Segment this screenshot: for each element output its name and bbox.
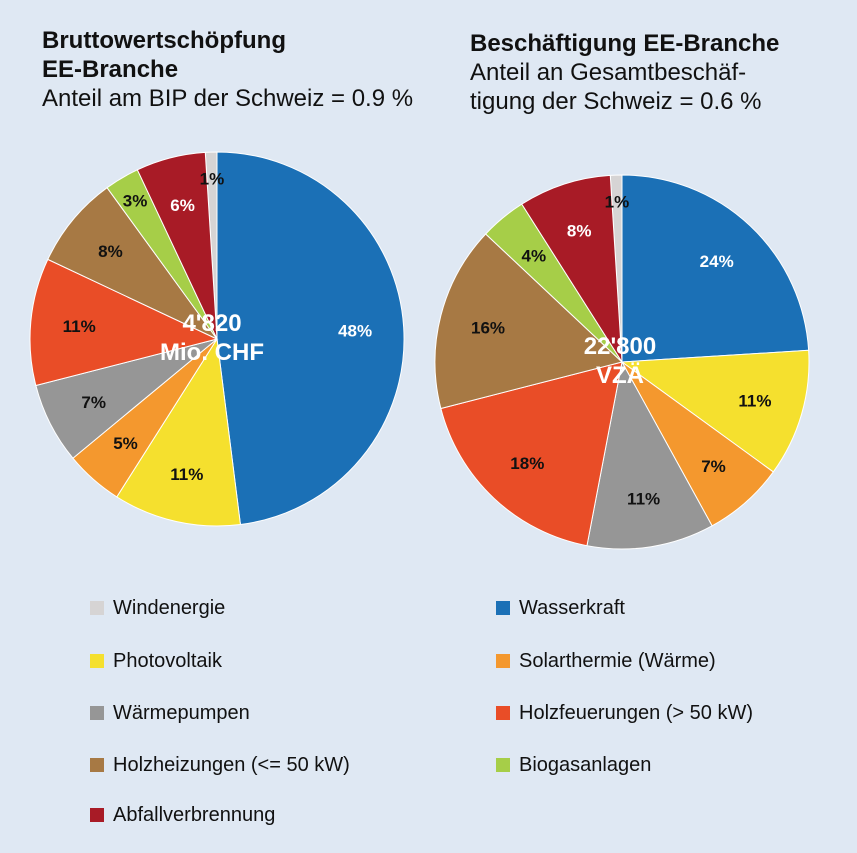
pie-data-label: 7% (81, 393, 106, 412)
pie-slice-holzfeuerungen-50-kw (440, 361, 623, 547)
pie-data-label: 1% (200, 169, 225, 188)
pie-data-label: 18% (510, 454, 544, 473)
pie-data-label: 6% (170, 196, 195, 215)
pie-slice-wasserkraft (621, 174, 810, 363)
title-left-line-1: Bruttowertschöpfung (42, 27, 286, 54)
pie-slice-abfallverbrennung (521, 174, 623, 363)
pie-slice-photovoltaik (116, 337, 241, 527)
chart-title-right: Beschäftigung EE-Branche Anteil an Gesam… (470, 29, 850, 116)
title-right-line-1: Beschäftigung EE-Branche (470, 30, 780, 57)
pie-data-label: 7% (701, 457, 726, 476)
subtitle-right-line-1: Anteil an Gesamtbeschäf- (470, 59, 747, 86)
pie-data-label: 8% (567, 221, 592, 240)
pie-data-label: 11% (63, 317, 96, 336)
subtitle-left: Anteil am BIP der Schweiz = 0.9 % (42, 85, 414, 112)
subtitle-right-line-2: tigung der Schweiz = 0.6 % (470, 88, 762, 115)
pie-data-label: 11% (627, 490, 660, 509)
pie-data-label: 11% (738, 392, 771, 411)
pie-data-label: 8% (98, 242, 123, 261)
pie-center-label: VZÄ (596, 362, 644, 389)
pie-center-label: 4'820 (182, 310, 241, 337)
pie-slice-photovoltaik (620, 349, 810, 473)
pie-data-label: 16% (471, 319, 505, 338)
pie-slice-holzfeuerungen-50-kw (29, 258, 219, 387)
title-left-line-2: EE-Branche (42, 56, 179, 83)
pie-center-label: 22'800 (584, 333, 656, 360)
pie-data-label: 1% (605, 192, 630, 211)
chart-title-left: Bruttowertschöpfung EE-Branche Anteil am… (42, 26, 462, 113)
pie-slice-holzheizungen-50-kw (434, 233, 624, 410)
pie-data-label: 24% (700, 252, 734, 271)
pie-slice-holzheizungen-50-kw (47, 187, 218, 340)
pie-slice-wasserkraft (216, 151, 405, 526)
pie-data-label: 4% (522, 246, 547, 265)
pie-data-label: 11% (170, 465, 203, 484)
pie-slice-w-rmepumpen (586, 360, 713, 550)
pie-data-label: 48% (338, 321, 372, 340)
pie-center-label: Mio. CHF (160, 339, 264, 366)
pie-data-label: 3% (123, 192, 148, 211)
pie-slice-abfallverbrennung (136, 151, 218, 340)
pie-data-label: 5% (113, 434, 138, 453)
